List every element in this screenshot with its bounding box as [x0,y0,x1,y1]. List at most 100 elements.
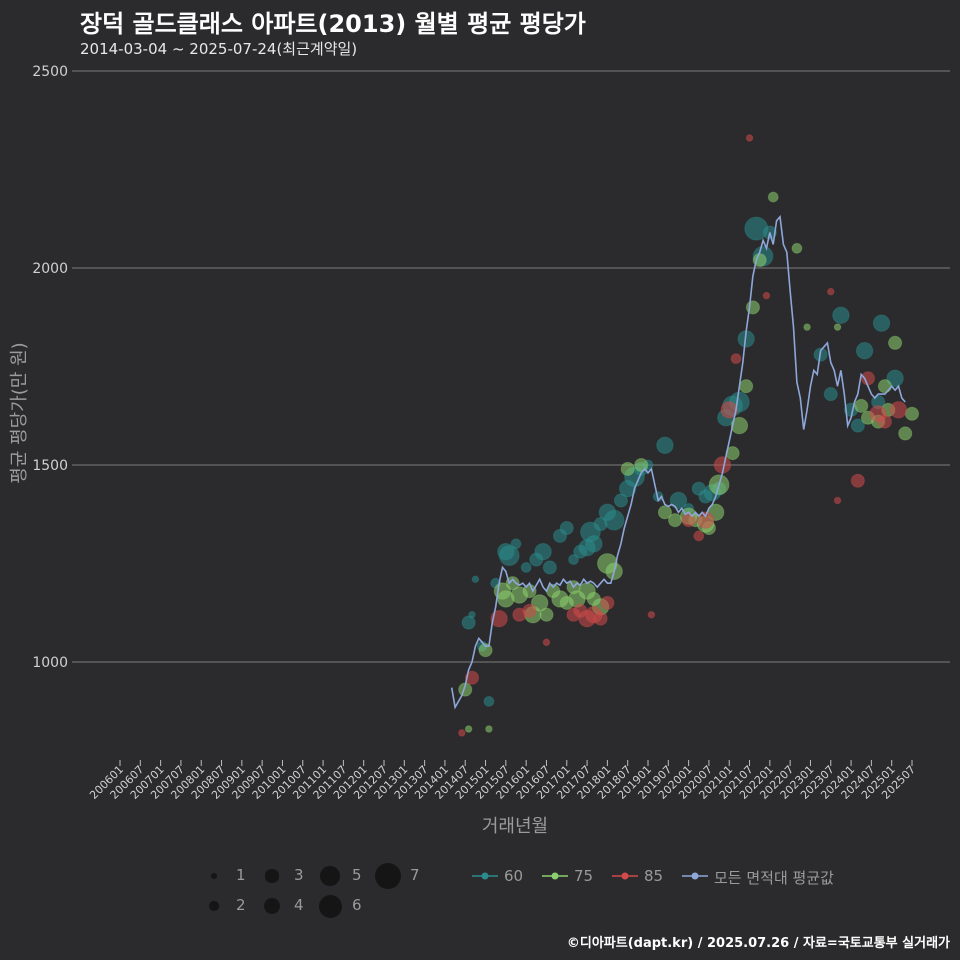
scatter-point-85 [745,134,754,142]
scatter-point-60 [461,615,476,630]
legend-key-dot [551,872,559,880]
scatter-point-60 [613,493,628,508]
scatter-point-75 [464,725,473,733]
scatter-point-85 [827,287,835,296]
legend-series-label: 60 [504,867,524,885]
legend-series-key [542,872,568,880]
scatter-point-85 [860,371,876,386]
x-axis-label: 거래년월 [481,816,549,837]
scatter-point-60 [498,545,520,566]
legend-size-dot [318,894,342,918]
scatter-point-75 [530,594,549,612]
scatter-point-60 [559,520,574,536]
scatter-point-75 [657,505,672,520]
legend-size-label: 7 [410,866,420,884]
scatter-point-60 [669,491,688,510]
y-tick-label: 1500 [32,458,68,474]
scatter-point-75 [730,416,749,435]
legend-series-key [682,872,708,880]
scatter-point-75 [620,461,635,476]
scatter-point-75 [739,379,754,394]
scatter-point-85 [600,595,615,610]
legend-key-dot [481,872,489,880]
scatter-point-60 [534,542,552,561]
scatter-point-60 [510,538,522,550]
average-line-group [450,214,906,710]
legend-size-label: 4 [294,896,304,914]
legend-size-label: 5 [352,866,362,884]
legend-size-dot [209,901,219,911]
legend-series-label: 모든 면적대 평균값 [714,869,834,887]
y-tick-label: 2500 [32,64,68,80]
y-axis-ticks: 1000 1500 2000 2500 [32,64,68,671]
scatter-point-75 [767,191,779,203]
legend-series-key [472,872,498,880]
scatter-point-75 [904,406,920,421]
scatter-point-60 [656,436,674,454]
legend-key-dot [621,872,629,880]
scatter-point-60 [855,342,874,360]
y-axis-label: 평균 평당가(만 원) [9,342,30,484]
legend-size-label: 3 [294,866,304,884]
average-price-line [450,214,906,710]
scatter-point-60 [872,314,891,332]
scatter-point-85 [542,638,551,647]
legend-size-dot [374,862,402,890]
scatter-point-75 [854,398,869,413]
scatter-point-60 [483,696,495,707]
scatter-point-60 [850,418,865,433]
scatter-point-75 [898,426,913,441]
legend-size-label: 6 [352,896,362,914]
scatter-point-85 [877,414,892,429]
scatter-point-85 [490,609,508,628]
legend-size-dot [210,872,218,880]
scatter-point-75 [833,323,842,331]
legend-size-dot [320,866,340,886]
legend-size-dot [263,897,281,915]
scatter-point-85 [647,610,656,619]
legend-size-dot [265,869,279,883]
grid-lines [72,70,950,663]
scatter-point-85 [593,611,608,626]
scatter-point-60 [542,560,557,575]
y-tick-label: 1000 [32,655,68,671]
scatter-point-60 [468,610,476,619]
scatter-point-75 [505,576,520,591]
scatter-point-85 [720,401,738,419]
scatter-point-60 [520,562,532,573]
scatter-point-85 [833,496,842,505]
legend-key-dot [691,872,699,880]
scatter-point-60 [471,575,480,584]
legend-size-label: 1 [236,866,246,884]
legend-series-key [612,872,638,880]
scatter-point-85 [458,729,466,737]
scatter-points [458,134,920,737]
scatter-point-75 [539,607,554,622]
legend-series-label: 75 [574,867,594,885]
scatter-point-60 [603,509,625,531]
scatter-point-60 [568,554,579,565]
scatter-point-85 [464,670,480,685]
chart-subtitle: 2014-03-04 ~ 2025-07-24(최근계약일) [80,40,358,58]
scatter-point-75 [791,242,803,254]
scatter-point-85 [850,473,865,488]
source-caption: ©디아파트(dapt.kr) / 2025.07.26 / 자료=국토교통부 실… [566,936,950,951]
x-axis-ticks: 2006012006072007012007072008012008072009… [87,760,918,802]
scatter-point-85 [696,511,715,529]
scatter-point-75 [888,335,903,350]
scatter-point-60 [585,535,603,553]
legend-series-label: 85 [644,867,664,885]
scatter-point-75 [485,725,493,733]
scatter-point-85 [693,530,705,542]
scatter-point-75 [668,513,683,528]
chart-title: 장덕 골드클래스 아파트(2013) 월별 평균 평당가 [80,10,586,38]
scatter-point-60 [886,369,904,388]
scatter-point-85 [522,603,537,618]
legend-size-label: 2 [236,896,246,914]
scatter-point-75 [803,323,811,331]
scatter-point-75 [877,379,892,394]
scatter-point-85 [762,291,771,300]
scatter-point-85 [889,401,908,419]
scatter-point-85 [730,353,742,365]
